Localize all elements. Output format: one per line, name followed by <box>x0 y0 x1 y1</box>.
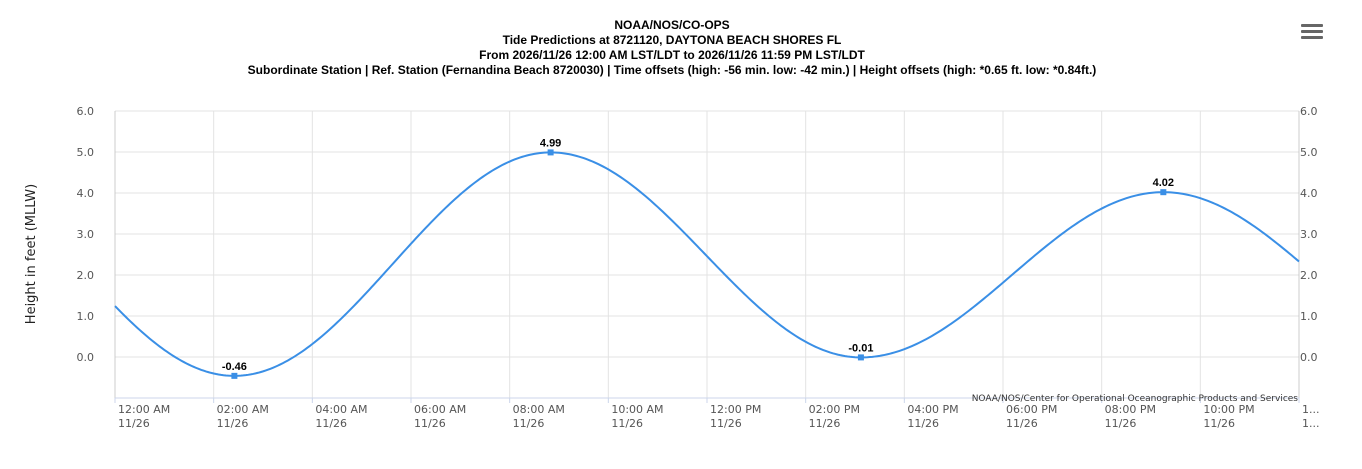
title-line-3: From 2026/11/26 12:00 AM LST/LDT to 2026… <box>479 48 865 62</box>
hamburger-menu-icon[interactable] <box>1301 22 1323 42</box>
extreme-data-label: -0.46 <box>222 361 247 373</box>
y-tick-label-left: 6.0 <box>77 105 95 118</box>
x-tick-time: 04:00 AM <box>315 403 367 416</box>
x-tick-date: 11/26 <box>414 417 446 430</box>
x-tick-date: 11/26 <box>1105 417 1137 430</box>
extreme-marker[interactable] <box>231 372 238 379</box>
x-tick-date: 11/26 <box>1006 417 1038 430</box>
y-tick-label-right: 5.0 <box>1300 146 1318 159</box>
extreme-data-label: 4.02 <box>1153 177 1174 189</box>
menu-bar <box>1301 30 1323 33</box>
extreme-marker[interactable] <box>1160 189 1167 196</box>
x-tick-time: 12:00 PM <box>710 403 761 416</box>
x-tick-time: 06:00 PM <box>1006 403 1057 416</box>
y-tick-label-left: 1.0 <box>77 310 95 323</box>
x-tick-time: 02:00 PM <box>809 403 860 416</box>
x-tick-time: 08:00 PM <box>1105 403 1156 416</box>
y-tick-label-right: 3.0 <box>1300 228 1318 241</box>
y-tick-label-left: 4.0 <box>77 187 95 200</box>
axes: 0.0 0.0 1.0 1.0 2.0 2.0 3.0 3.0 4.0 4.0 5.0 5.0 6.0 6… <box>77 105 1320 430</box>
x-tick-date: 11/26 <box>710 417 742 430</box>
chart-title: NOAA/NOS/CO-OPS Tide Predictions at 8721… <box>248 18 1097 77</box>
y-tick-label-left: 0.0 <box>77 351 95 364</box>
title-line-2: Tide Predictions at 8721120, DAYTONA BEA… <box>503 33 842 47</box>
x-tick-date: 11/26 <box>217 417 249 430</box>
y-tick-label-right: 2.0 <box>1300 269 1318 282</box>
x-tick-time: 10:00 PM <box>1203 403 1254 416</box>
x-tick-date: 11/26 <box>611 417 643 430</box>
title-line-4: Subordinate Station | Ref. Station (Fern… <box>248 63 1097 77</box>
extreme-data-label: -0.01 <box>848 342 873 354</box>
extreme-data-label: 4.99 <box>540 137 561 149</box>
x-tick-time: 02:00 AM <box>217 403 269 416</box>
tide-series <box>114 149 1300 379</box>
x-tick-date: 11/26 <box>907 417 939 430</box>
y-tick-label-right: 1.0 <box>1300 310 1318 323</box>
y-tick-label-right: 0.0 <box>1300 351 1318 364</box>
menu-bar <box>1301 24 1323 27</box>
menu-bar <box>1301 36 1323 39</box>
x-tick-date: 11/26 <box>315 417 347 430</box>
y-axis-label: Height in feet (MLLW) <box>24 184 39 324</box>
credits: NOAA/NOS/Center for Operational Oceanogr… <box>972 394 1299 404</box>
x-tick-time: 08:00 AM <box>513 403 565 416</box>
x-tick-date: 1... <box>1302 417 1320 430</box>
x-tick-time: 1... <box>1302 403 1320 416</box>
x-tick-date: 11/26 <box>809 417 841 430</box>
x-tick-time: 06:00 AM <box>414 403 466 416</box>
x-tick-time: 04:00 PM <box>907 403 958 416</box>
extreme-marker[interactable] <box>857 354 864 361</box>
y-tick-label-left: 2.0 <box>77 269 95 282</box>
data-labels: -0.46 4.99 -0.01 4.02 <box>222 137 1174 372</box>
y-tick-label-left: 3.0 <box>77 228 95 241</box>
grid-lines <box>115 110 1299 398</box>
tide-line <box>114 151 1300 377</box>
y-tick-label-right: 6.0 <box>1300 105 1318 118</box>
title-line-1: NOAA/NOS/CO-OPS <box>614 18 729 32</box>
x-tick-date: 11/26 <box>118 417 150 430</box>
x-tick-time: 12:00 AM <box>118 403 170 416</box>
y-tick-label-right: 4.0 <box>1300 187 1318 200</box>
extreme-marker[interactable] <box>547 149 554 156</box>
x-tick-time: 10:00 AM <box>611 403 663 416</box>
x-tick-date: 11/26 <box>1203 417 1235 430</box>
y-tick-label-left: 5.0 <box>77 146 95 159</box>
x-tick-date: 11/26 <box>513 417 545 430</box>
